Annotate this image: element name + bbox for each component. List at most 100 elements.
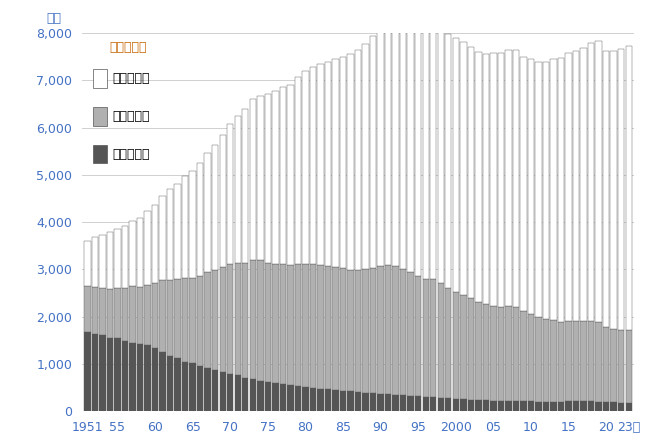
Bar bbox=[588, 320, 594, 401]
Bar bbox=[528, 59, 534, 314]
Bar bbox=[355, 51, 361, 270]
Bar bbox=[303, 264, 308, 387]
Bar bbox=[174, 358, 181, 411]
Bar bbox=[152, 283, 158, 348]
Bar bbox=[580, 320, 587, 401]
Bar bbox=[212, 270, 219, 370]
Bar bbox=[227, 374, 233, 411]
Bar bbox=[521, 57, 527, 312]
Bar bbox=[295, 264, 301, 386]
Bar bbox=[219, 135, 226, 267]
Bar bbox=[167, 280, 174, 356]
Bar bbox=[137, 344, 143, 411]
Bar bbox=[152, 205, 158, 283]
Bar bbox=[408, 19, 414, 273]
Text: 上から順に: 上から順に bbox=[110, 41, 147, 54]
Bar bbox=[422, 21, 429, 278]
Bar bbox=[580, 401, 587, 411]
Bar bbox=[550, 59, 557, 320]
Bar bbox=[603, 327, 610, 402]
Bar bbox=[408, 273, 414, 396]
Bar bbox=[99, 336, 106, 411]
Bar bbox=[317, 265, 324, 388]
Bar bbox=[92, 237, 98, 287]
Bar bbox=[445, 398, 451, 411]
Bar bbox=[543, 319, 549, 402]
Bar bbox=[212, 144, 219, 270]
Bar bbox=[348, 391, 353, 411]
Bar bbox=[340, 268, 346, 391]
Bar bbox=[310, 264, 316, 388]
Bar bbox=[287, 85, 293, 266]
Bar bbox=[174, 184, 181, 279]
Bar bbox=[122, 226, 128, 288]
Bar bbox=[84, 241, 90, 287]
Bar bbox=[332, 267, 339, 390]
Bar bbox=[468, 299, 474, 400]
Bar bbox=[445, 34, 451, 288]
Bar bbox=[107, 289, 113, 337]
Bar bbox=[159, 196, 166, 280]
Bar bbox=[437, 397, 444, 411]
Bar bbox=[264, 263, 271, 382]
Bar bbox=[498, 401, 504, 411]
Bar bbox=[535, 402, 542, 411]
Bar bbox=[250, 379, 256, 411]
Bar bbox=[505, 306, 511, 401]
Bar bbox=[182, 278, 188, 362]
Bar bbox=[84, 287, 90, 332]
Bar bbox=[422, 278, 429, 397]
Bar bbox=[460, 42, 466, 295]
Bar bbox=[370, 36, 376, 267]
Bar bbox=[190, 363, 196, 411]
Bar bbox=[325, 63, 331, 266]
Bar bbox=[618, 403, 624, 411]
Bar bbox=[317, 388, 324, 411]
Bar bbox=[385, 265, 392, 394]
Bar bbox=[610, 402, 617, 411]
Bar bbox=[415, 396, 421, 411]
Bar bbox=[580, 48, 587, 320]
Bar bbox=[167, 356, 174, 411]
Bar bbox=[610, 329, 617, 402]
Bar bbox=[250, 99, 256, 260]
Bar bbox=[453, 38, 459, 292]
Bar bbox=[543, 63, 549, 319]
Bar bbox=[317, 64, 324, 265]
Bar bbox=[227, 124, 233, 264]
Bar bbox=[610, 51, 617, 329]
Bar bbox=[204, 272, 211, 368]
Bar bbox=[618, 49, 624, 330]
Bar bbox=[257, 96, 264, 260]
Bar bbox=[272, 383, 279, 411]
FancyBboxPatch shape bbox=[93, 69, 107, 88]
Bar bbox=[377, 394, 384, 411]
Bar bbox=[190, 278, 196, 363]
Bar bbox=[272, 91, 279, 264]
Bar bbox=[603, 402, 610, 411]
Bar bbox=[566, 401, 571, 411]
Bar bbox=[482, 54, 489, 304]
Bar bbox=[242, 263, 248, 378]
Bar bbox=[573, 321, 579, 401]
Bar bbox=[453, 292, 459, 399]
Bar bbox=[190, 171, 196, 278]
Bar bbox=[566, 321, 571, 401]
Bar bbox=[475, 302, 482, 400]
Bar bbox=[468, 400, 474, 411]
Bar bbox=[475, 400, 482, 411]
Bar bbox=[167, 189, 174, 280]
Bar bbox=[219, 371, 226, 411]
Bar bbox=[272, 264, 279, 383]
Bar bbox=[453, 399, 459, 411]
Bar bbox=[430, 19, 437, 279]
Bar bbox=[482, 304, 489, 400]
Bar bbox=[129, 287, 135, 343]
Bar bbox=[550, 320, 557, 402]
Bar bbox=[370, 267, 376, 393]
Bar bbox=[408, 396, 414, 411]
Bar bbox=[490, 401, 497, 411]
Bar bbox=[287, 266, 293, 385]
Bar bbox=[475, 52, 482, 302]
Bar bbox=[595, 41, 602, 322]
